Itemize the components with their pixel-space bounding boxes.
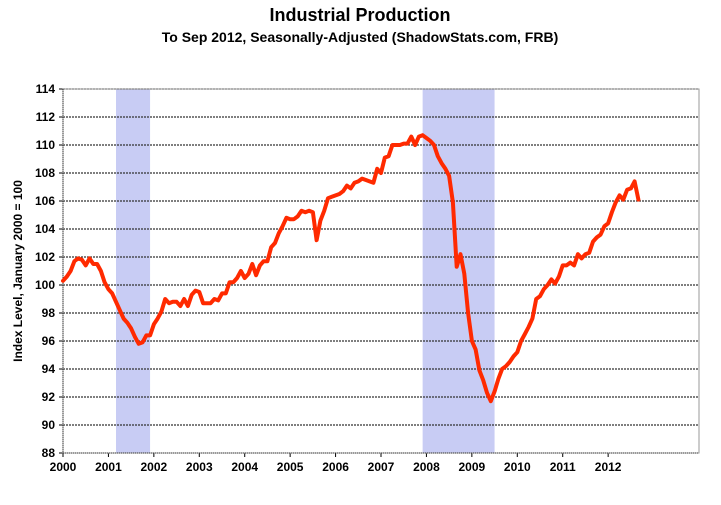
x-tick-label: 2004: [231, 460, 258, 474]
x-tick-label: 2003: [186, 460, 213, 474]
y-tick-label: 90: [42, 418, 56, 432]
x-tick-label: 2012: [595, 460, 622, 474]
x-tick-label: 2009: [459, 460, 486, 474]
y-tick-label: 114: [36, 82, 56, 96]
y-tick-label: 96: [42, 334, 56, 348]
chart-subtitle: To Sep 2012, Seasonally-Adjusted (Shadow…: [162, 29, 559, 45]
y-tick-label: 98: [42, 306, 56, 320]
y-tick-label: 100: [35, 278, 55, 292]
x-tick-label: 2011: [550, 460, 576, 474]
y-tick-label: 104: [35, 222, 55, 236]
series-line-industrial-production: [61, 133, 641, 404]
x-tick-label: 2008: [413, 460, 440, 474]
x-tick-label: 2010: [504, 460, 531, 474]
x-tick-label: 2005: [277, 460, 304, 474]
x-tick-label: 2001: [95, 460, 122, 474]
x-tick-label: 2006: [322, 460, 349, 474]
plot-border: [62, 88, 700, 454]
y-tick-label: 106: [35, 194, 55, 208]
recession-band: [116, 89, 151, 453]
y-tick-label: 102: [35, 250, 55, 264]
y-axis-label: Index Level, January 2000 = 100: [11, 180, 25, 362]
y-tick-label: 94: [42, 362, 56, 376]
x-tick-label: 2000: [50, 460, 77, 474]
x-tick-label: 2007: [368, 460, 395, 474]
y-tick-label: 110: [36, 138, 56, 152]
y-tick-label: 112: [36, 110, 56, 124]
y-tick-label: 88: [42, 446, 56, 460]
y-tick-label: 92: [42, 390, 56, 404]
x-tick-label: 2002: [141, 460, 168, 474]
y-tick-label: 108: [35, 166, 55, 180]
chart-title: Industrial Production: [269, 5, 450, 25]
